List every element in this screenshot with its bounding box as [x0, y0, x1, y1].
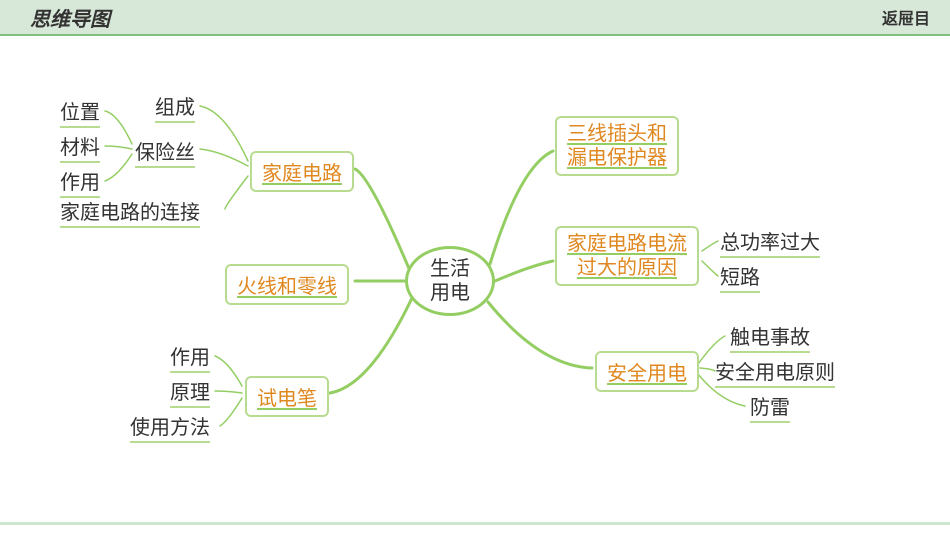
branch-b_live_neutral: 火线和零线 [225, 264, 349, 305]
branch-b_three_prong: 三线插头和漏电保护器 [555, 116, 679, 176]
page-title: 思维导图 [30, 3, 110, 32]
branch-b_test_pen: 试电笔 [245, 376, 329, 417]
leaf-node: 家庭电路的连接 [60, 196, 200, 228]
leaf-node: 保险丝 [135, 136, 195, 168]
center-node: 生活 用电 [405, 246, 495, 316]
branch-b_home_circuit: 家庭电路 [250, 151, 354, 192]
leaf-node: 防雷 [750, 391, 790, 423]
branch-b_current_cause: 家庭电路电流过大的原因 [555, 226, 699, 286]
leaf-node: 作用 [60, 166, 100, 198]
mindmap-canvas: 生活 用电 家庭电路火线和零线试电笔 三线插头和漏电保护器家庭电路电流过大的原因安… [0, 36, 950, 496]
branch-b_safety: 安全用电 [595, 351, 699, 392]
return-link[interactable]: 返屉目 [882, 5, 930, 29]
leaf-node: 组成 [155, 91, 195, 123]
leaf-node: 安全用电原则 [715, 356, 835, 388]
leaf-node: 触电事故 [730, 321, 810, 353]
footer-divider [0, 522, 950, 525]
center-label: 生活 用电 [430, 257, 470, 305]
leaf-node: 作用 [170, 341, 210, 373]
leaf-node: 位置 [60, 96, 100, 128]
leaf-node: 短路 [720, 261, 760, 293]
header-bar: 思维导图 返屉目 [0, 0, 950, 36]
leaf-node: 材料 [60, 131, 100, 163]
leaf-node: 使用方法 [130, 411, 210, 443]
leaf-node: 总功率过大 [720, 226, 820, 258]
leaf-node: 原理 [170, 376, 210, 408]
